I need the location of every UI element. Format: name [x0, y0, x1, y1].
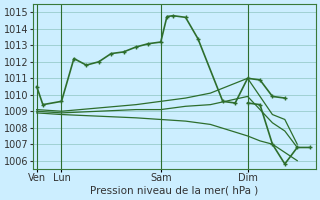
X-axis label: Pression niveau de la mer( hPa ): Pression niveau de la mer( hPa )	[90, 186, 259, 196]
